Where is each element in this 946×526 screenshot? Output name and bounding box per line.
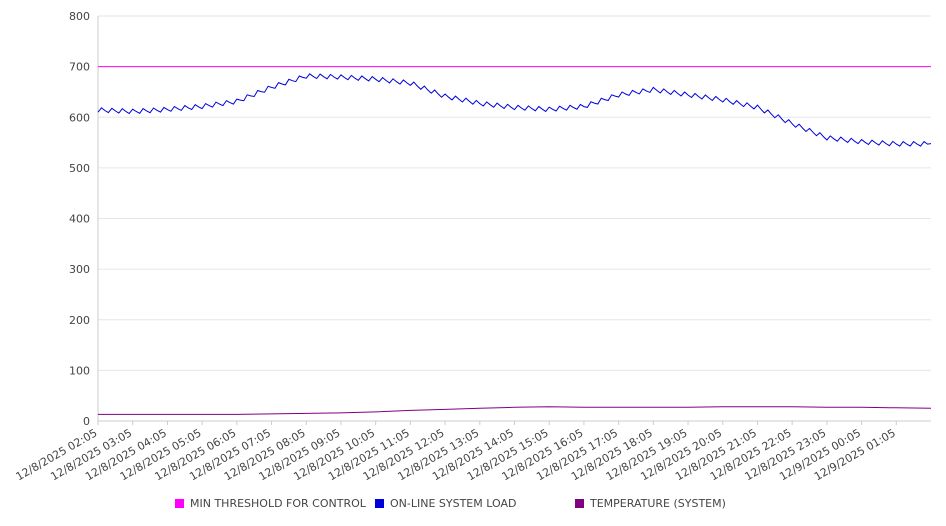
y-tick-label: 100 — [69, 364, 90, 377]
y-tick-label: 0 — [83, 415, 90, 428]
legend-label: TEMPERATURE (SYSTEM) — [590, 497, 726, 510]
legend-label: MIN THRESHOLD FOR CONTROL — [190, 497, 366, 510]
series-lines — [97, 66, 932, 415]
legend: MIN THRESHOLD FOR CONTROL ON-LINE SYSTEM… — [0, 497, 946, 515]
series-line-2 — [98, 406, 932, 415]
legend-label: ON-LINE SYSTEM LOAD — [390, 497, 517, 510]
y-tick-label: 200 — [69, 314, 90, 327]
y-axis: 0 100 200 300 400 500 600 700 800 — [69, 10, 90, 428]
y-tick-label: 600 — [69, 111, 90, 124]
y-tick-label: 300 — [69, 263, 90, 276]
legend-item-temperature: TEMPERATURE (SYSTEM) — [575, 497, 726, 510]
y-tick-label: 400 — [69, 213, 90, 226]
legend-swatch — [575, 499, 584, 508]
legend-item-system-load: ON-LINE SYSTEM LOAD — [375, 497, 516, 510]
y-tick-label: 700 — [69, 61, 90, 74]
legend-item-min-threshold: MIN THRESHOLD FOR CONTROL — [175, 497, 366, 510]
legend-swatch — [175, 499, 184, 508]
grid-lines — [98, 15, 931, 422]
y-tick-label: 500 — [69, 162, 90, 175]
legend-swatch — [375, 499, 384, 508]
y-tick-label: 800 — [69, 10, 90, 23]
series-line-1 — [97, 73, 932, 147]
